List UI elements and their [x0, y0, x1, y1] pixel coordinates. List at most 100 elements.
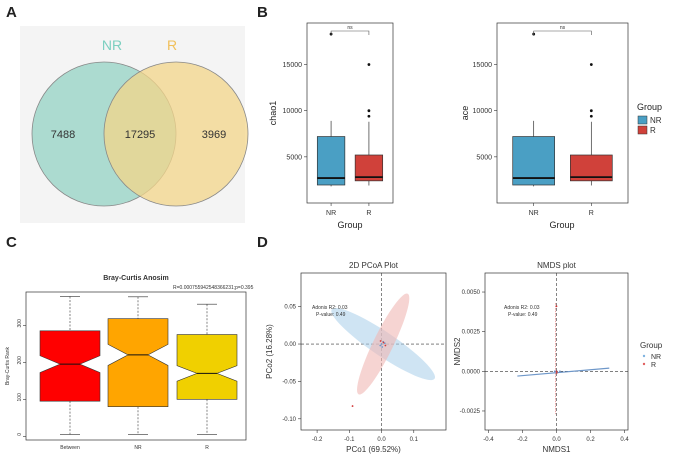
legend-b-title: Group: [637, 102, 662, 112]
point-r: [555, 372, 558, 374]
y-tick-label: 5000: [286, 154, 302, 161]
outlier-point: [367, 63, 371, 66]
x-tick-label: Between: [60, 445, 80, 451]
y-tick-label: 0.00: [284, 342, 296, 348]
point-r: [555, 370, 558, 373]
x-axis-label: PCo1 (69.52%): [346, 445, 401, 454]
x-tick-label: 0.0: [552, 437, 561, 443]
x-axis-label: Group: [337, 220, 362, 230]
point-nr: [381, 346, 384, 348]
adonis-p-value: P-value: 0.49: [316, 312, 346, 318]
x-tick-label: -0.4: [483, 437, 494, 443]
ace-boxplot: 5000 10000 15000 NR Rns ace Group: [460, 22, 629, 230]
venn-label-nr: NR: [102, 37, 122, 53]
outlier-point: [589, 114, 593, 118]
panel-label-d: D: [257, 234, 268, 251]
venn-circle-r: [103, 61, 249, 207]
y-axis-label: Bray-Curtis Rank: [5, 346, 11, 385]
plot-title: 2D PCoA Plot: [349, 261, 399, 270]
x-tick-label: -0.2: [312, 437, 323, 443]
y-tick-label: 0.05: [284, 305, 296, 311]
legend-d-label-r: R: [651, 362, 656, 369]
venn-label-r: R: [167, 37, 177, 53]
point-nr: [380, 343, 383, 345]
panel-label-c: C: [6, 234, 17, 251]
y-tick-label: 0.0000: [462, 369, 481, 375]
y-tick-label: 15000: [473, 62, 493, 69]
x-tick-label: -0.2: [517, 437, 528, 443]
outlier-point: [367, 114, 371, 118]
y-tick-label: 10000: [283, 108, 303, 115]
y-axis-label: NMDS2: [453, 337, 462, 366]
x-tick-label: 0.1: [410, 437, 419, 443]
notched-box-between: [39, 330, 101, 402]
x-tick-label: NR: [134, 445, 142, 451]
x-tick-label: R: [366, 210, 371, 217]
adonis-r2: Adonis R2: 0.03: [312, 305, 348, 311]
x-tick-label: 0.4: [620, 437, 629, 443]
point-nr: [553, 370, 556, 373]
x-tick-label: -0.1: [344, 437, 355, 443]
box-nr: [512, 136, 555, 186]
legend-d-swatch-r: [642, 362, 646, 366]
legend-b-label-r: R: [650, 126, 656, 135]
y-tick-label: 10000: [473, 108, 493, 115]
x-tick-label: NR: [529, 210, 539, 217]
nmds-spread-nr: [517, 367, 610, 377]
notched-box-nr: [107, 318, 169, 407]
significance-bracket: [533, 30, 592, 35]
x-tick-label: R: [205, 445, 209, 451]
legend-b-label-nr: NR: [650, 116, 662, 125]
y-tick-label: 15000: [283, 62, 303, 69]
x-tick-label: 0.2: [586, 437, 595, 443]
outlier-point: [589, 109, 593, 113]
point-nr: [379, 344, 382, 347]
legend-d: Group NR R: [640, 341, 663, 369]
point-r: [379, 340, 382, 342]
y-tick-label: -0.10: [282, 417, 296, 423]
significance-label: ns: [347, 25, 353, 31]
point-nr: [559, 370, 561, 373]
y-tick-label: 300: [17, 319, 23, 328]
x-tick-label: 0.0: [377, 437, 386, 443]
point-r: [384, 344, 387, 347]
plot-title: NMDS plot: [537, 261, 576, 270]
plot-frame: [484, 272, 629, 431]
y-tick-label: 100: [17, 393, 23, 402]
adonis-r2: Adonis R2: 0.03: [504, 305, 540, 311]
box-nr: [316, 136, 346, 186]
y-tick-label: 0: [17, 433, 23, 436]
chao1-boxplot: 5000 10000 15000 NR Rns chao1 Group: [268, 22, 394, 230]
nmds-plot: NMDS plot -0.4 -0.2 0.0 0.2 0.4 -0.0025 0.0000 0…: [453, 261, 629, 454]
y-tick-label: 5000: [476, 154, 492, 161]
y-tick-label: 0.0025: [462, 330, 481, 336]
y-axis-label: chao1: [268, 101, 278, 126]
confidence-ellipse-r: [357, 293, 410, 395]
legend-d-swatch-nr: [642, 354, 646, 358]
venn-value-both: 17295: [125, 129, 156, 141]
panel-label-b: B: [257, 4, 268, 21]
x-tick-label: R: [589, 210, 594, 217]
significance-bracket: [330, 30, 370, 35]
point-r: [382, 341, 385, 344]
outlier-point: [367, 109, 371, 113]
legend-b-swatch-r: [637, 125, 648, 135]
x-axis-label: NMDS1: [542, 445, 571, 454]
point-r: [555, 305, 558, 308]
pcoa-plot: 2D PCoA Plot -0.2 -0.1 0.0 0.1 -0.10 -0.05 0.00…: [265, 261, 447, 454]
panel-label-a: A: [6, 4, 17, 21]
point-r: [351, 405, 354, 407]
anosim-subtitle: R=0.000755942548366231;p=0.395: [173, 285, 254, 291]
venn-value-r-only: 3969: [202, 129, 226, 141]
outlier-point: [589, 63, 593, 66]
legend-b: Group NR R: [637, 102, 662, 135]
notched-box-r: [176, 334, 238, 400]
y-tick-label: 200: [17, 356, 23, 365]
venn-diagram: NR R 7488 17295 3969: [20, 26, 249, 223]
significance-label: ns: [560, 25, 566, 31]
y-axis-label: ace: [460, 106, 470, 121]
adonis-p-value: P-value: 0.49: [508, 312, 538, 318]
anosim-boxplot: Bray-Curtis Anosim R=0.000755942548366231…: [5, 275, 254, 451]
x-tick-label: NR: [326, 210, 336, 217]
legend-d-label-nr: NR: [651, 354, 661, 361]
